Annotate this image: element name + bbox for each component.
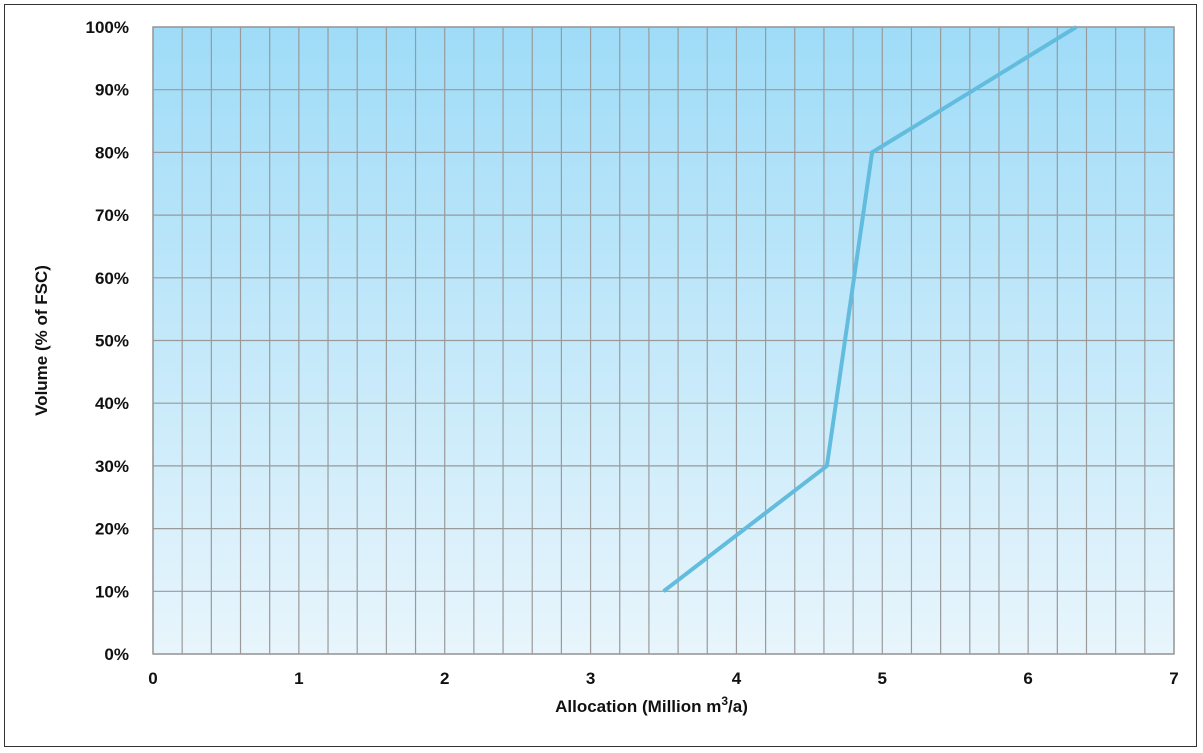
x-axis-label: Allocation (Million m3/a) xyxy=(555,694,748,716)
y-tick-label: 100% xyxy=(86,18,129,37)
x-tick-label: 2 xyxy=(440,669,449,688)
x-axis-label-superscript: 3 xyxy=(721,694,728,708)
y-tick-labels: 0% 10% 20% 30% 40% 50% 60% 70% 80% 90% 100% xyxy=(86,18,129,664)
y-tick-label: 80% xyxy=(95,143,129,162)
y-axis-label: Volume (% of FSC) xyxy=(32,265,51,416)
x-tick-label: 6 xyxy=(1023,669,1032,688)
y-tick-label: 50% xyxy=(95,332,129,351)
x-tick-label: 4 xyxy=(732,669,742,688)
y-tick-label: 70% xyxy=(95,206,129,225)
x-tick-label: 1 xyxy=(294,669,303,688)
x-tick-label: 7 xyxy=(1169,669,1178,688)
y-tick-label: 0% xyxy=(104,645,129,664)
x-tick-labels: 0 1 2 3 4 5 6 7 xyxy=(148,669,1178,688)
x-axis-label-tail: /a) xyxy=(728,697,748,716)
y-tick-label: 60% xyxy=(95,269,129,288)
y-tick-label: 40% xyxy=(95,394,129,413)
x-tick-label: 3 xyxy=(586,669,595,688)
x-tick-label: 0 xyxy=(148,669,157,688)
y-tick-label: 30% xyxy=(95,457,129,476)
y-tick-label: 20% xyxy=(95,520,129,539)
series-line xyxy=(662,25,1078,593)
plot-border xyxy=(152,26,1175,655)
y-tick-label: 90% xyxy=(95,81,129,100)
x-axis-label-main: Allocation (Million m xyxy=(555,697,721,716)
series-layer xyxy=(662,25,1078,593)
x-tick-label: 5 xyxy=(878,669,887,688)
y-tick-label: 10% xyxy=(95,582,129,601)
